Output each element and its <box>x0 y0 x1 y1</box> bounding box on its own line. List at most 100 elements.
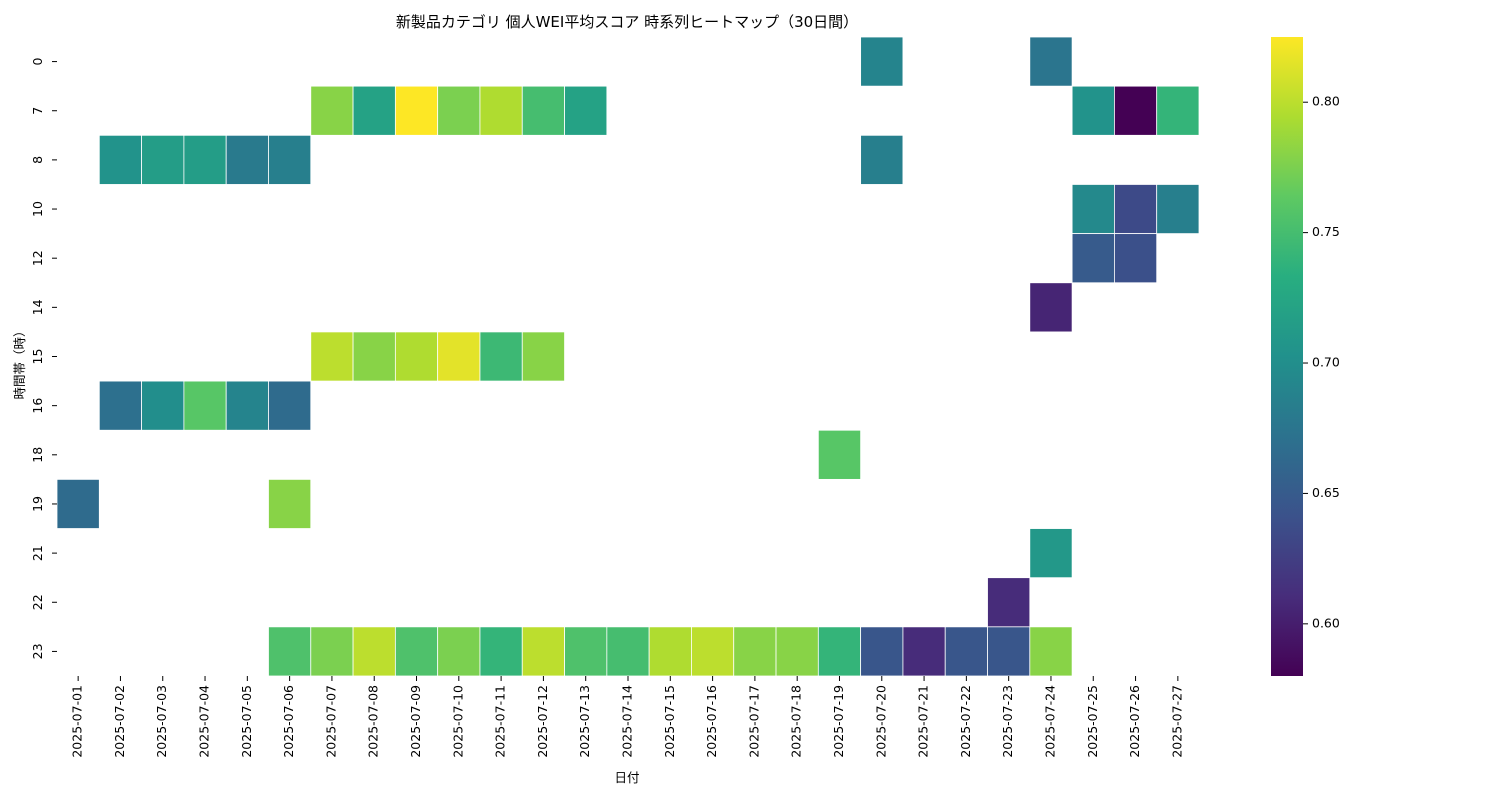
x-tick-label: 2025-07-01 <box>70 685 85 758</box>
heatmap-cell <box>1114 233 1158 284</box>
y-tick-label: 18 <box>30 447 45 463</box>
colorbar-tick-label: 0.70 <box>1312 355 1340 370</box>
heatmap-cell <box>1071 184 1115 235</box>
x-tick-label: 2025-07-19 <box>831 685 846 758</box>
heatmap-cell <box>141 380 185 431</box>
heatmap-cell <box>394 85 439 136</box>
x-tick-label: 2025-07-09 <box>408 685 423 758</box>
y-tick-label: 7 <box>30 107 45 115</box>
heatmap-cell <box>775 626 819 677</box>
x-tick-label: 2025-07-17 <box>746 685 761 758</box>
x-tick-label: 2025-07-11 <box>493 685 508 758</box>
colorbar-ticks: 0.60 0.65 0.70 0.75 0.80 <box>1303 94 1340 630</box>
colorbar-tick-label: 0.65 <box>1312 485 1340 500</box>
colorbar-tick-label: 0.75 <box>1312 224 1340 239</box>
chart-title: 新製品カテゴリ 個人WEI平均スコア 時系列ヒートマップ（30日間） <box>396 13 858 31</box>
heatmap-cell <box>1156 184 1200 235</box>
x-axis-ticks: 2025-07-01 2025-07-02 2025-07-03 2025-07-04… <box>70 676 1184 758</box>
heatmap-cell <box>521 626 565 677</box>
x-tick-label: 2025-07-27 <box>1169 685 1184 758</box>
colorbar <box>1271 37 1303 676</box>
heatmap-cell <box>817 429 862 480</box>
x-tick-label: 2025-07-08 <box>366 685 381 758</box>
y-tick-label: 14 <box>30 299 45 315</box>
heatmap-cell <box>479 331 523 382</box>
y-tick-label: 0 <box>30 58 45 66</box>
heatmap-cell <box>648 626 692 677</box>
heatmap-cell <box>691 626 735 677</box>
heatmap-cell <box>987 577 1031 628</box>
heatmap-cell <box>1029 626 1073 677</box>
heatmap-cell <box>479 85 523 136</box>
heatmap-cells <box>56 36 1200 677</box>
x-tick-label: 2025-07-25 <box>1085 685 1100 758</box>
y-tick-label: 8 <box>30 156 45 164</box>
heatmap-cell <box>352 85 396 136</box>
heatmap-cell <box>1029 282 1073 333</box>
heatmap-cell <box>817 626 862 677</box>
y-tick-label: 12 <box>30 250 45 266</box>
heatmap-cell <box>310 331 354 382</box>
heatmap-cell <box>352 331 396 382</box>
heatmap-cell <box>225 380 269 431</box>
heatmap-cell <box>268 380 312 431</box>
heatmap-cell <box>268 134 312 185</box>
y-axis-label: 時間帯（時） <box>12 324 27 399</box>
x-tick-label: 2025-07-13 <box>577 685 592 758</box>
heatmap-cell <box>98 134 143 185</box>
heatmap-cell <box>225 134 269 185</box>
x-tick-label: 2025-07-10 <box>450 685 465 758</box>
heatmap-cell <box>141 134 185 185</box>
x-tick-label: 2025-07-22 <box>958 685 973 758</box>
x-tick-label: 2025-07-15 <box>662 685 677 758</box>
y-axis-ticks: 0 7 8 10 12 14 15 16 18 19 21 22 23 <box>30 58 57 659</box>
heatmap-cell <box>606 626 650 677</box>
x-tick-label: 2025-07-16 <box>704 685 719 758</box>
x-tick-label: 2025-07-07 <box>323 685 338 758</box>
colorbar-tick-label: 0.60 <box>1312 615 1340 630</box>
y-tick-label: 23 <box>30 643 45 659</box>
x-tick-label: 2025-07-26 <box>1127 685 1142 758</box>
x-tick-label: 2025-07-20 <box>873 685 888 758</box>
heatmap-cell <box>479 626 523 677</box>
heatmap-cell <box>352 626 396 677</box>
x-tick-label: 2025-07-06 <box>281 685 296 758</box>
heatmap-cell <box>183 380 227 431</box>
heatmap-cell <box>310 85 354 136</box>
y-tick-label: 22 <box>30 594 45 610</box>
heatmap-cell <box>860 36 904 87</box>
heatmap-cell <box>564 85 608 136</box>
x-tick-label: 2025-07-04 <box>197 685 212 758</box>
heatmap-cell <box>1029 36 1073 87</box>
heatmap-cell <box>902 626 946 677</box>
heatmap-cell <box>944 626 988 677</box>
heatmap-cell <box>521 331 565 382</box>
heatmap-cell <box>268 626 312 677</box>
heatmap-cell <box>98 380 143 431</box>
heatmap-cell <box>437 626 481 677</box>
heatmap-cell <box>56 478 100 529</box>
x-tick-label: 2025-07-21 <box>916 685 931 758</box>
y-tick-label: 21 <box>30 545 45 561</box>
x-tick-label: 2025-07-03 <box>154 685 169 758</box>
y-tick-label: 16 <box>30 398 45 414</box>
x-tick-label: 2025-07-12 <box>535 685 550 758</box>
heatmap-cell <box>1071 85 1115 136</box>
y-tick-label: 15 <box>30 349 45 365</box>
heatmap-cell <box>733 626 777 677</box>
heatmap-cell <box>860 626 904 677</box>
heatmap-cell <box>394 331 439 382</box>
y-tick-label: 10 <box>30 201 45 217</box>
x-tick-label: 2025-07-24 <box>1042 685 1057 758</box>
x-tick-label: 2025-07-18 <box>789 685 804 758</box>
heatmap-cell <box>1029 528 1073 579</box>
x-tick-label: 2025-07-14 <box>620 685 635 758</box>
heatmap-cell <box>1114 85 1158 136</box>
heatmap-cell <box>1156 85 1200 136</box>
heatmap-cell <box>860 134 904 185</box>
heatmap-cell <box>394 626 439 677</box>
x-tick-label: 2025-07-05 <box>239 685 254 758</box>
heatmap-cell <box>987 626 1031 677</box>
heatmap-cell <box>564 626 608 677</box>
heatmap-cell <box>1071 233 1115 284</box>
